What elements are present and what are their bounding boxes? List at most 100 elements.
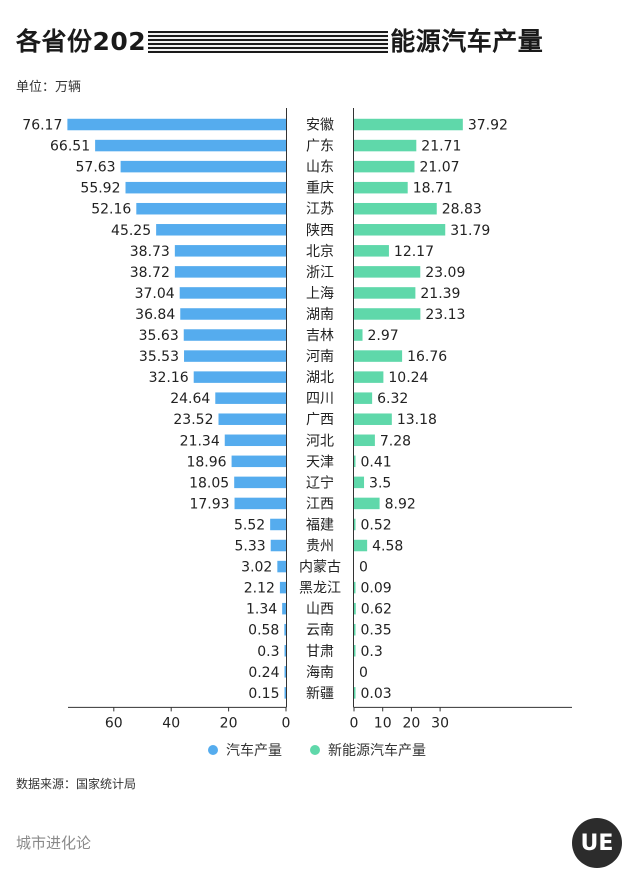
- bar-car: [183, 329, 286, 341]
- data-label-car: 5.52: [234, 517, 265, 533]
- category-label: 浙江: [306, 265, 334, 281]
- category-label: 海南: [306, 665, 334, 681]
- category-label: 重庆: [306, 181, 334, 197]
- legend-item-nev: 新能源汽车产量: [310, 740, 426, 760]
- bar-nev: [354, 266, 421, 278]
- data-label-car: 38.72: [130, 265, 170, 281]
- right-axis-tick-label: 20: [402, 715, 420, 730]
- chart-title: 各省份202 能源汽车产量: [16, 22, 543, 58]
- data-label-nev: 18.71: [413, 181, 453, 197]
- bar-nev: [354, 581, 356, 594]
- data-label-car: 3.02: [241, 560, 272, 576]
- data-label-car: 45.25: [111, 223, 151, 239]
- data-label-nev: 13.18: [397, 412, 437, 428]
- title-suffix: 能源汽车产量: [390, 27, 544, 56]
- data-label-nev: 21.71: [421, 139, 461, 155]
- category-label: 吉林: [306, 328, 334, 344]
- right-axis-tick-label: 30: [431, 715, 449, 730]
- category-label: 江苏: [306, 202, 334, 218]
- bar-nev: [354, 623, 356, 636]
- redacted-bar: [148, 31, 389, 53]
- category-label: 山西: [306, 602, 334, 618]
- data-label-nev: 0.62: [361, 602, 392, 618]
- right-axis-tick-label: 10: [374, 715, 392, 730]
- category-label: 四川: [306, 391, 334, 407]
- bar-nev: [354, 455, 356, 468]
- left-axis-tick-label: 0: [282, 715, 291, 730]
- right-axis-tick-label: 0: [350, 715, 359, 730]
- legend-label-car: 汽车产量: [226, 743, 282, 759]
- category-label: 上海: [306, 286, 334, 302]
- bar-car: [279, 581, 286, 594]
- data-label-car: 23.52: [173, 412, 213, 428]
- bar-car: [284, 645, 286, 657]
- data-label-car: 5.33: [235, 539, 266, 555]
- category-label: 云南: [306, 623, 334, 639]
- bar-car: [193, 371, 286, 383]
- category-label: 福建: [306, 517, 334, 533]
- bar-nev: [354, 139, 417, 152]
- data-label-car: 17.93: [189, 496, 229, 512]
- data-label-car: 55.92: [80, 181, 120, 197]
- logo-text: UE: [580, 830, 614, 856]
- data-label-nev: 0.03: [361, 686, 392, 702]
- brand-name: 城市进化论: [16, 834, 92, 852]
- bar-car: [282, 602, 286, 615]
- bar-car: [179, 287, 286, 299]
- bar-nev: [354, 413, 392, 425]
- bar-car: [180, 308, 286, 320]
- legend-item-car: 汽车产量: [208, 740, 282, 760]
- bar-nev: [354, 476, 365, 489]
- bar-car: [156, 224, 286, 236]
- bar-car: [67, 118, 287, 131]
- category-label: 江西: [306, 496, 334, 512]
- left-axis-tick-label: 40: [162, 715, 180, 730]
- category-label: 黑龙江: [299, 581, 341, 597]
- bar-car: [215, 392, 286, 404]
- data-label-nev: 23.13: [425, 307, 465, 323]
- data-label-nev: 16.76: [407, 349, 447, 365]
- category-label: 广西: [306, 412, 334, 428]
- bar-car: [284, 623, 286, 636]
- category-label: 陕西: [306, 223, 334, 239]
- legend: 汽车产量 新能源汽车产量: [0, 740, 640, 760]
- category-label: 天津: [306, 454, 334, 470]
- data-label-nev: 0.09: [361, 581, 392, 597]
- bar-nev: [354, 539, 368, 552]
- bar-car: [120, 160, 286, 173]
- category-label: 湖北: [306, 370, 334, 386]
- data-label-nev: 31.79: [450, 223, 490, 239]
- bar-car: [277, 560, 286, 573]
- data-label-car: 24.64: [170, 391, 210, 407]
- bar-car: [218, 413, 286, 425]
- category-label: 内蒙古: [299, 560, 341, 576]
- data-label-car: 2.12: [244, 581, 275, 597]
- category-label: 安徽: [306, 118, 334, 134]
- unit-label: 单位：万辆: [16, 80, 82, 95]
- data-label-car: 0.3: [257, 644, 279, 660]
- category-label: 河北: [306, 433, 334, 449]
- data-label-nev: 12.17: [394, 244, 434, 260]
- data-label-car: 52.16: [91, 202, 131, 218]
- data-label-nev: 6.32: [377, 391, 408, 407]
- bar-nev: [354, 497, 380, 510]
- category-label: 北京: [306, 244, 334, 260]
- data-label-nev: 21.07: [419, 160, 459, 176]
- category-label: 贵州: [306, 539, 334, 555]
- legend-swatch-nev: [310, 745, 320, 755]
- category-label: 甘肃: [306, 644, 334, 660]
- bar-car: [234, 476, 286, 489]
- bar-nev: [354, 329, 363, 341]
- bar-nev: [354, 602, 356, 615]
- bar-nev: [354, 181, 408, 194]
- left-axis-tick-label: 60: [105, 715, 123, 730]
- legend-label-nev: 新能源汽车产量: [328, 743, 426, 759]
- bar-nev: [354, 118, 463, 131]
- bar-nev: [354, 245, 389, 257]
- bar-car: [184, 350, 286, 362]
- bar-car: [284, 687, 286, 699]
- bar-car: [284, 666, 286, 678]
- bar-nev: [354, 202, 437, 215]
- data-label-nev: 23.09: [425, 265, 465, 281]
- bar-nev: [354, 287, 416, 299]
